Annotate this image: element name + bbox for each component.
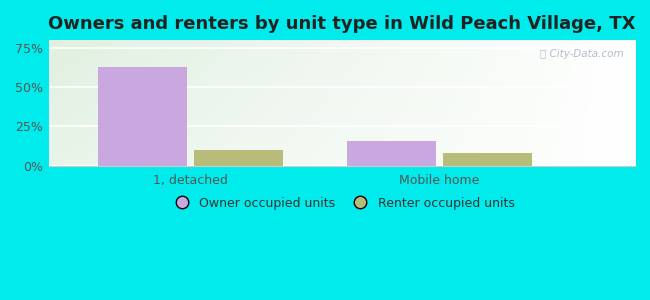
Text: ⓘ City-Data.com: ⓘ City-Data.com [540, 49, 623, 59]
Bar [347, 140, 436, 166]
Legend: Owner occupied units, Renter occupied units: Owner occupied units, Renter occupied un… [164, 192, 519, 214]
Bar [98, 67, 187, 166]
Bar [443, 153, 532, 166]
Title: Owners and renters by unit type in Wild Peach Village, TX: Owners and renters by unit type in Wild … [48, 15, 636, 33]
Bar [194, 150, 283, 166]
